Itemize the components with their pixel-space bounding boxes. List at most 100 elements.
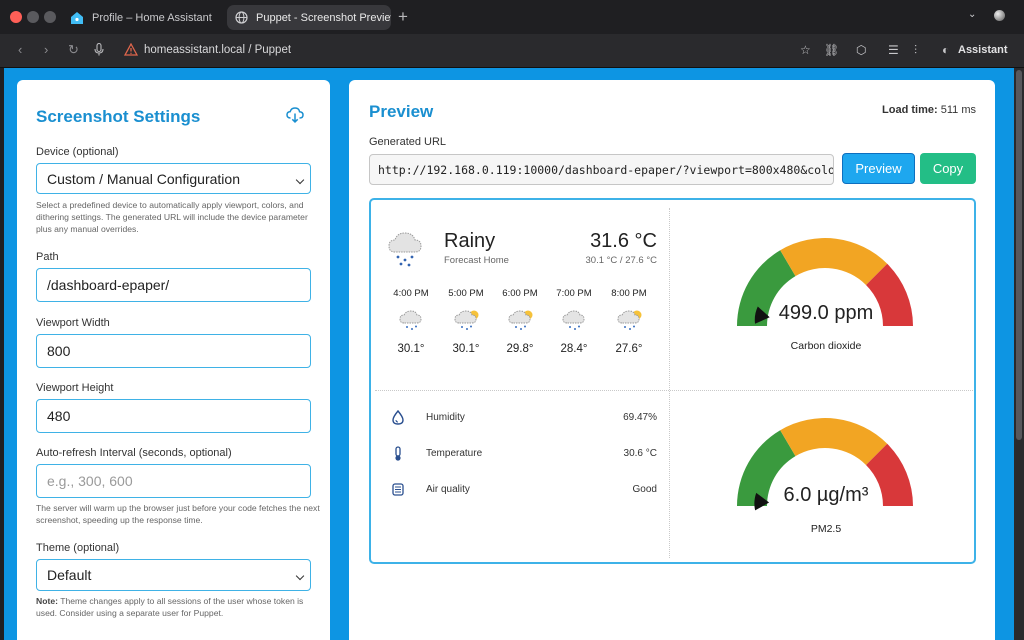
viewport-height-input[interactable]: 480 bbox=[36, 399, 311, 433]
pm25-gauge-segment-green bbox=[737, 430, 796, 506]
assistant-icon[interactable]: ◐ bbox=[942, 43, 950, 57]
address-input[interactable]: homeassistant.local / Puppet bbox=[144, 44, 292, 56]
vertical-divider bbox=[669, 208, 670, 558]
forecast-time: 5:00 PM bbox=[448, 288, 484, 299]
pm25-gauge-segment-orange bbox=[780, 418, 888, 465]
load-time-value: 511 ms bbox=[940, 104, 976, 116]
audio-wave-icon[interactable]: ⫶ bbox=[914, 43, 918, 57]
weather-temp-range: 30.1 °C / 27.6 °C bbox=[585, 255, 658, 266]
settings-title: Screenshot Settings bbox=[36, 107, 201, 126]
globe-icon bbox=[235, 11, 248, 25]
theme-select[interactable]: Default bbox=[36, 559, 311, 591]
scrollbar-thumb[interactable] bbox=[1016, 70, 1022, 440]
device-label: Device (optional) bbox=[36, 146, 119, 158]
weather-location: Forecast Home bbox=[444, 255, 509, 266]
theme-select-value: Default bbox=[47, 567, 92, 583]
sensor-name: Temperature bbox=[426, 448, 483, 459]
sensor-value: Good bbox=[632, 484, 657, 495]
tab-home-assistant-profile[interactable]: Profile – Home Assistant bbox=[62, 5, 222, 30]
load-time-label: Load time: bbox=[882, 104, 938, 116]
thermometer-icon bbox=[391, 446, 405, 466]
warning-icon[interactable] bbox=[123, 42, 139, 61]
path-label: Path bbox=[36, 251, 59, 263]
rain-cloud-icon bbox=[387, 230, 423, 273]
screenshot-preview: Rainy Forecast Home 31.6 °C 30.1 °C / 27… bbox=[369, 198, 976, 564]
cloud-sun-rain-icon bbox=[497, 308, 543, 337]
forecast-temp: 28.4° bbox=[560, 343, 588, 355]
bookmark-star-icon[interactable]: ☆ bbox=[800, 43, 811, 57]
load-time: Load time: 511 ms bbox=[882, 104, 976, 116]
rain-cloud-icon bbox=[551, 308, 597, 337]
weather-temperature: 31.6 °C bbox=[590, 230, 657, 252]
forecast-temp: 30.1° bbox=[397, 343, 425, 355]
tab-label: Profile – Home Assistant bbox=[92, 11, 212, 24]
refresh-interval-input[interactable]: e.g., 300, 600 bbox=[36, 464, 311, 498]
back-icon[interactable]: ‹ bbox=[18, 42, 23, 57]
co2-gauge bbox=[737, 238, 913, 326]
viewport-width-value: 800 bbox=[47, 343, 71, 359]
cloud-download-icon[interactable] bbox=[286, 106, 304, 129]
horizontal-divider bbox=[375, 390, 973, 391]
pm25-value: 6.0 µg/m³ bbox=[783, 484, 869, 506]
menu-icon[interactable]: ☰ bbox=[888, 43, 899, 57]
device-help-text: Select a predefined device to automatica… bbox=[36, 200, 308, 234]
viewport-height-label: Viewport Height bbox=[36, 382, 114, 394]
co2-label: Carbon dioxide bbox=[790, 340, 862, 352]
forecast-time: 4:00 PM bbox=[393, 288, 429, 299]
viewport-width-input[interactable]: 800 bbox=[36, 334, 311, 368]
preview-button[interactable]: Preview bbox=[842, 153, 915, 184]
extensions-icon[interactable]: ⬡ bbox=[856, 43, 867, 57]
cloud-sun-rain-icon bbox=[606, 308, 652, 337]
tab-bar: Profile – Home Assistant Puppet - Screen… bbox=[0, 0, 1024, 34]
viewport-width-label: Viewport Width bbox=[36, 317, 110, 329]
microphone-icon[interactable] bbox=[94, 42, 104, 59]
co2-gauge-segment-red bbox=[866, 263, 913, 326]
air-filter-icon bbox=[391, 482, 405, 502]
minimize-window-button[interactable] bbox=[27, 11, 39, 23]
viewport-height-value: 480 bbox=[47, 408, 71, 424]
new-tab-button[interactable]: + bbox=[398, 7, 408, 26]
generated-url-value: http://192.168.0.119:10000/dashboard-epa… bbox=[378, 162, 834, 177]
theme-label: Theme (optional) bbox=[36, 542, 120, 554]
weather-condition: Rainy bbox=[444, 230, 496, 252]
path-input-value: /dashboard-epaper/ bbox=[47, 277, 170, 293]
link-icon[interactable]: ⛓ bbox=[824, 43, 840, 57]
forecast-time: 7:00 PM bbox=[556, 288, 592, 299]
refresh-interval-placeholder: e.g., 300, 600 bbox=[47, 473, 133, 489]
profile-avatar[interactable] bbox=[994, 10, 1005, 21]
pm25-gauge bbox=[737, 418, 913, 511]
generated-url-field[interactable]: http://192.168.0.119:10000/dashboard-epa… bbox=[369, 154, 834, 185]
reload-icon[interactable]: ↻ bbox=[68, 42, 79, 57]
tab-puppet[interactable]: Puppet - Screenshot Preview bbox=[227, 5, 391, 30]
rain-cloud-icon bbox=[388, 308, 434, 337]
sensor-name: Air quality bbox=[426, 484, 470, 495]
maximize-window-button[interactable] bbox=[44, 11, 56, 23]
forecast-temp: 27.6° bbox=[615, 343, 643, 355]
address-bar: ‹ › ↻ homeassistant.local / Puppet ☆ ⛓ ⬡… bbox=[0, 34, 1024, 68]
pm25-label: PM2.5 bbox=[810, 523, 842, 535]
sensor-value: 69.47% bbox=[623, 412, 657, 423]
close-window-button[interactable] bbox=[10, 11, 22, 23]
co2-gauge-needle bbox=[754, 306, 770, 324]
cloud-sun-rain-icon bbox=[443, 308, 489, 337]
forecast-time: 6:00 PM bbox=[502, 288, 538, 299]
forecast-temp: 29.8° bbox=[506, 343, 534, 355]
forward-icon[interactable]: › bbox=[44, 42, 49, 57]
assistant-button[interactable]: Assistant bbox=[958, 44, 1008, 56]
sensor-name: Humidity bbox=[426, 412, 465, 423]
generated-url-label: Generated URL bbox=[369, 136, 447, 148]
tab-label: Puppet - Screenshot Preview bbox=[256, 11, 391, 24]
theme-note-bold: Note: bbox=[36, 596, 58, 606]
device-select[interactable]: Custom / Manual Configuration bbox=[36, 163, 311, 194]
pm25-gauge-segment-red bbox=[866, 443, 913, 506]
water-drop-icon bbox=[391, 409, 405, 430]
copy-button[interactable]: Copy bbox=[920, 153, 976, 184]
chevron-down-icon[interactable]: ⌄ bbox=[968, 9, 977, 20]
forecast-time: 8:00 PM bbox=[611, 288, 647, 299]
pm25-gauge-needle bbox=[754, 492, 770, 511]
settings-card: Screenshot Settings Device (optional) Cu… bbox=[17, 80, 330, 640]
sensor-value: 30.6 °C bbox=[623, 448, 657, 459]
theme-note: Note: Theme changes apply to all session… bbox=[36, 595, 314, 619]
path-input[interactable]: /dashboard-epaper/ bbox=[36, 268, 311, 302]
